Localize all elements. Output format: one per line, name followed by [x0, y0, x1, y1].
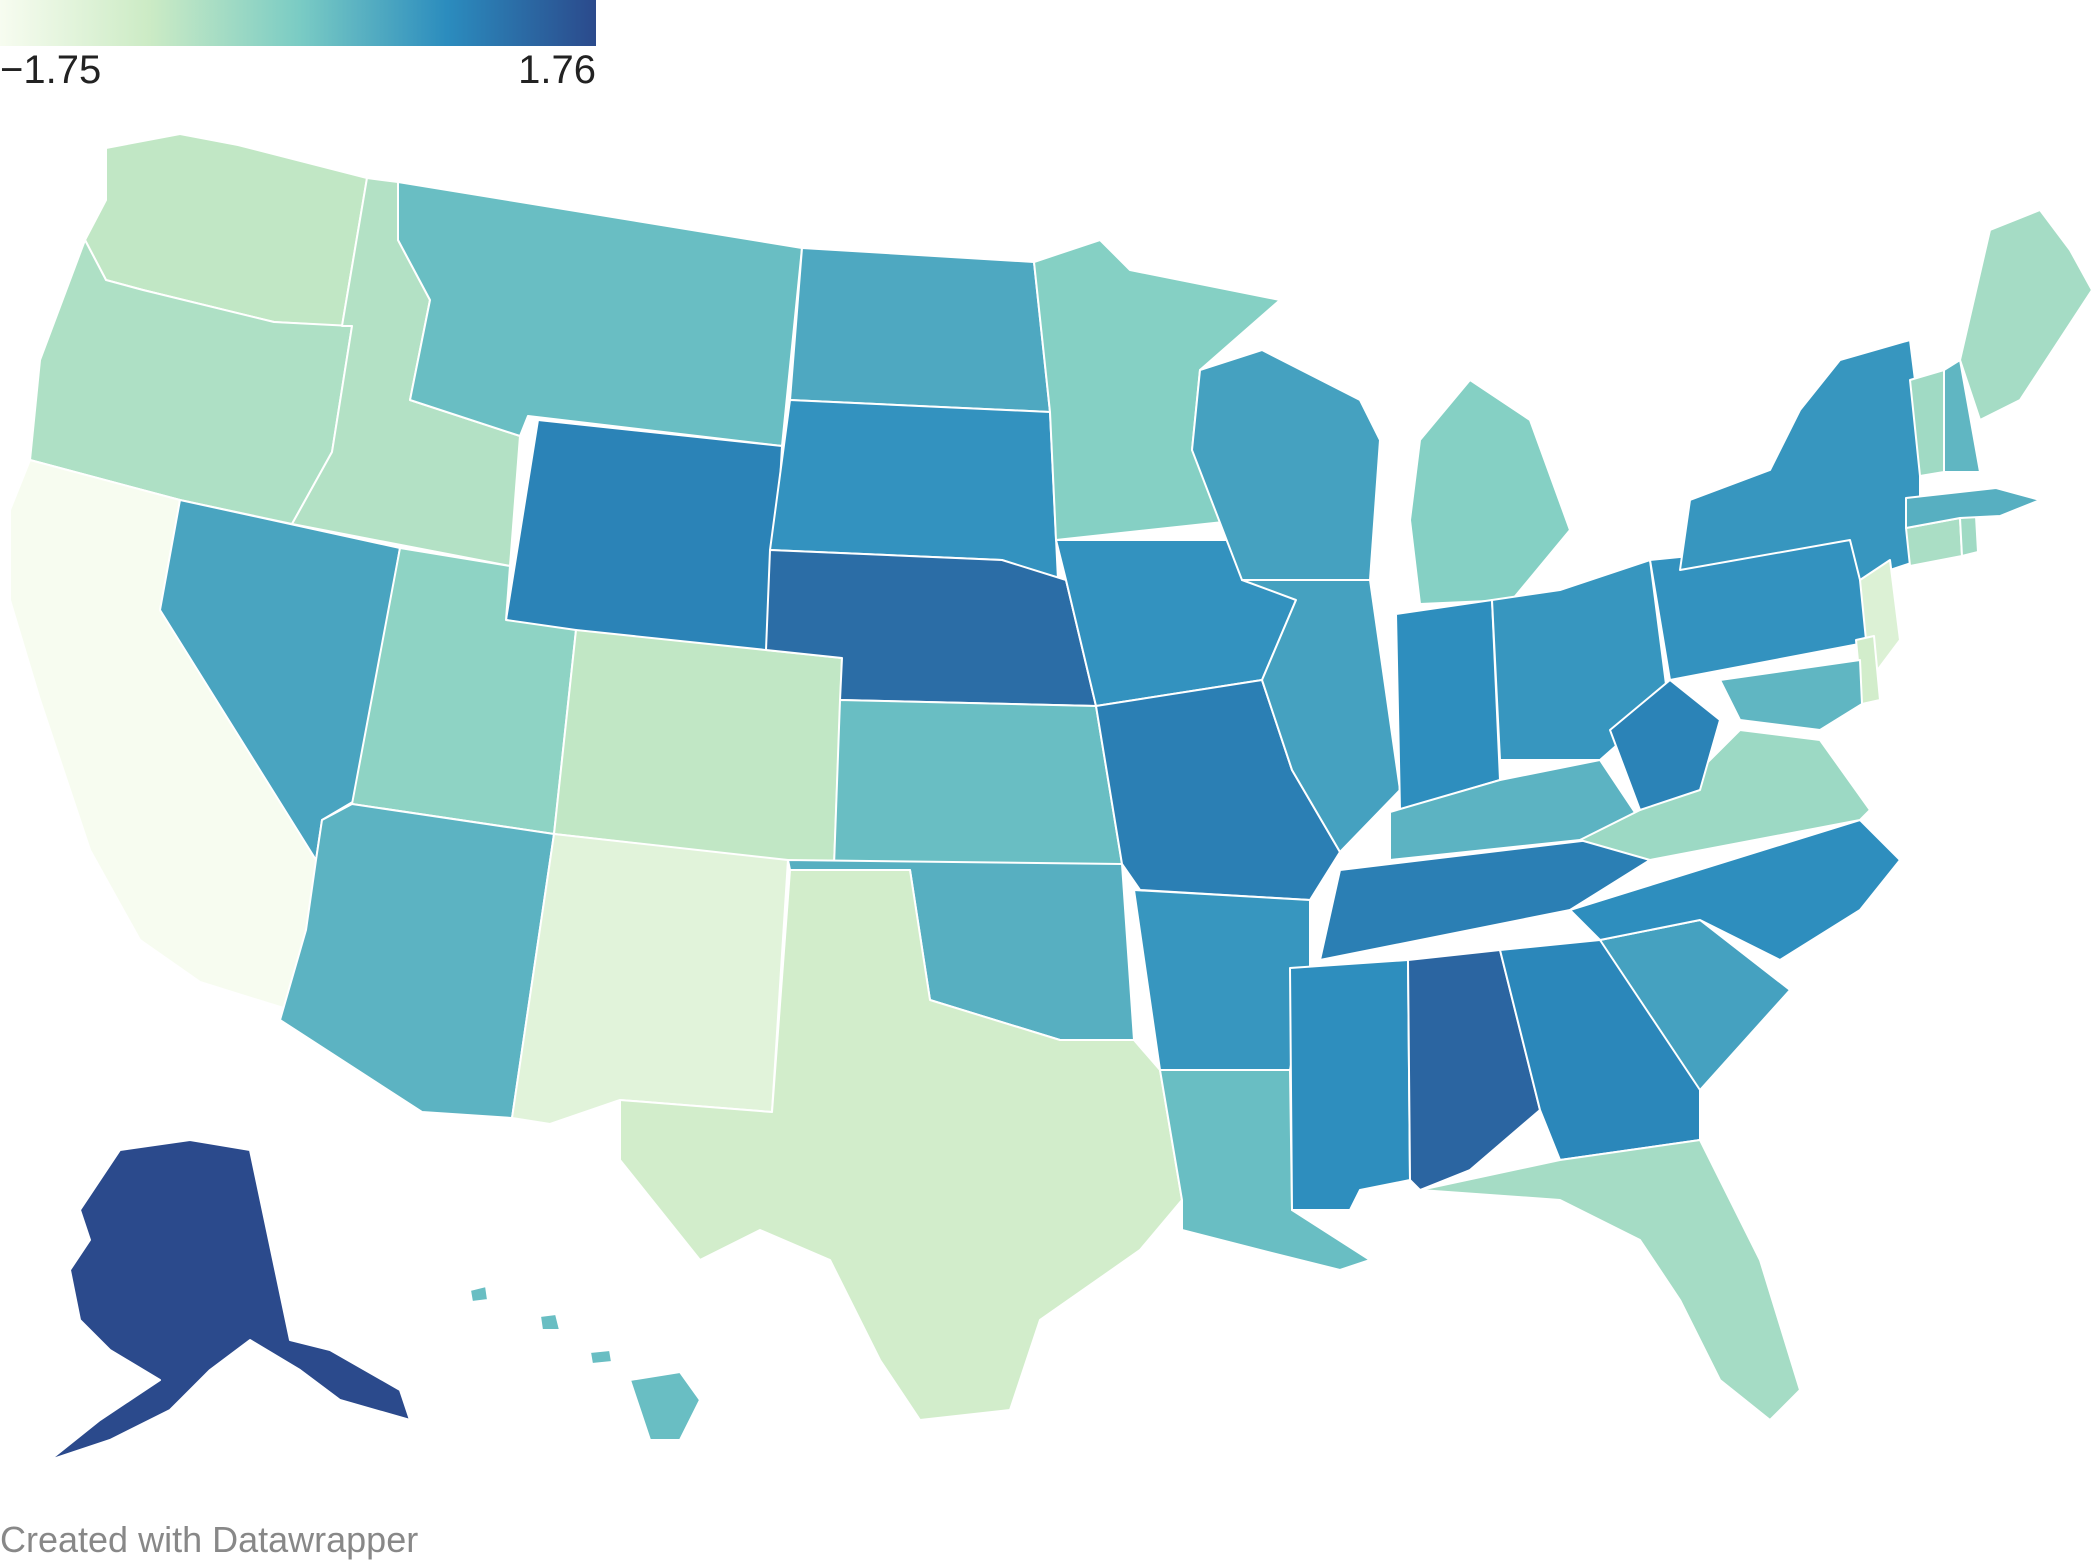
legend-gradient-bar	[0, 0, 596, 46]
state-me[interactable]	[1959, 209, 2093, 421]
state-il[interactable]	[1241, 579, 1401, 853]
state-wi[interactable]	[1191, 349, 1381, 581]
state-co[interactable]	[553, 629, 843, 867]
state-nm[interactable]	[511, 833, 789, 1125]
state-nd[interactable]	[789, 247, 1051, 413]
state-fl[interactable]	[1419, 1139, 1801, 1421]
state-ny[interactable]	[1679, 339, 1921, 581]
state-nh[interactable]	[1943, 359, 1981, 473]
state-mt[interactable]	[397, 181, 803, 447]
state-wv[interactable]	[1609, 679, 1721, 811]
state-ms[interactable]	[1289, 959, 1411, 1211]
state-ar[interactable]	[1133, 889, 1311, 1071]
state-tx[interactable]	[619, 869, 1183, 1421]
state-ks[interactable]	[833, 699, 1123, 867]
state-in[interactable]	[1395, 599, 1501, 811]
state-nc[interactable]	[1569, 819, 1901, 961]
state-mi[interactable]	[1409, 379, 1571, 605]
color-legend: −1.75 1.76	[0, 0, 596, 92]
datawrapper-credit: Created with Datawrapper	[0, 1519, 419, 1560]
state-md[interactable]	[1719, 659, 1863, 731]
state-hi[interactable]	[469, 1285, 701, 1441]
legend-min-label: −1.75	[0, 48, 102, 92]
state-az[interactable]	[279, 803, 555, 1119]
state-ak[interactable]	[49, 1139, 411, 1461]
state-tn[interactable]	[1319, 839, 1651, 961]
legend-max-label: 1.76	[518, 48, 596, 92]
state-ma[interactable]	[1905, 487, 2041, 529]
state-ri[interactable]	[1959, 515, 1979, 557]
